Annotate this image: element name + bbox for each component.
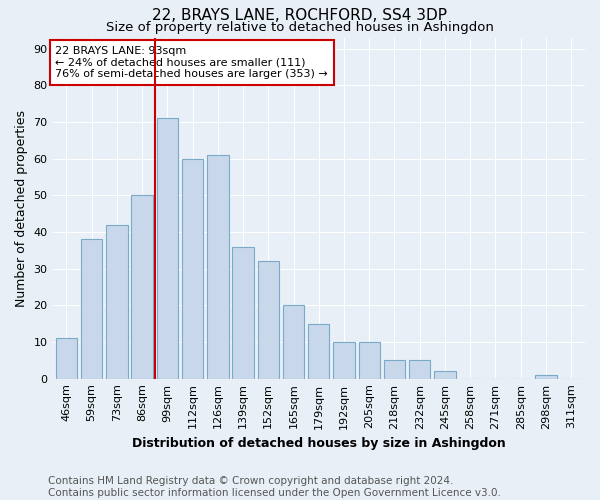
- Text: 22, BRAYS LANE, ROCHFORD, SS4 3DP: 22, BRAYS LANE, ROCHFORD, SS4 3DP: [152, 8, 448, 22]
- Bar: [409, 360, 430, 378]
- Bar: [157, 118, 178, 378]
- X-axis label: Distribution of detached houses by size in Ashingdon: Distribution of detached houses by size …: [132, 437, 506, 450]
- Bar: [81, 240, 103, 378]
- Text: Size of property relative to detached houses in Ashingdon: Size of property relative to detached ho…: [106, 21, 494, 34]
- Bar: [257, 262, 279, 378]
- Bar: [106, 224, 128, 378]
- Bar: [207, 155, 229, 378]
- Bar: [308, 324, 329, 378]
- Bar: [384, 360, 405, 378]
- Bar: [333, 342, 355, 378]
- Bar: [283, 306, 304, 378]
- Text: 22 BRAYS LANE: 93sqm
← 24% of detached houses are smaller (111)
76% of semi-deta: 22 BRAYS LANE: 93sqm ← 24% of detached h…: [55, 46, 328, 79]
- Bar: [434, 372, 455, 378]
- Bar: [232, 246, 254, 378]
- Bar: [359, 342, 380, 378]
- Bar: [535, 375, 557, 378]
- Y-axis label: Number of detached properties: Number of detached properties: [15, 110, 28, 306]
- Text: Contains HM Land Registry data © Crown copyright and database right 2024.
Contai: Contains HM Land Registry data © Crown c…: [48, 476, 501, 498]
- Bar: [131, 196, 153, 378]
- Bar: [182, 158, 203, 378]
- Bar: [56, 338, 77, 378]
